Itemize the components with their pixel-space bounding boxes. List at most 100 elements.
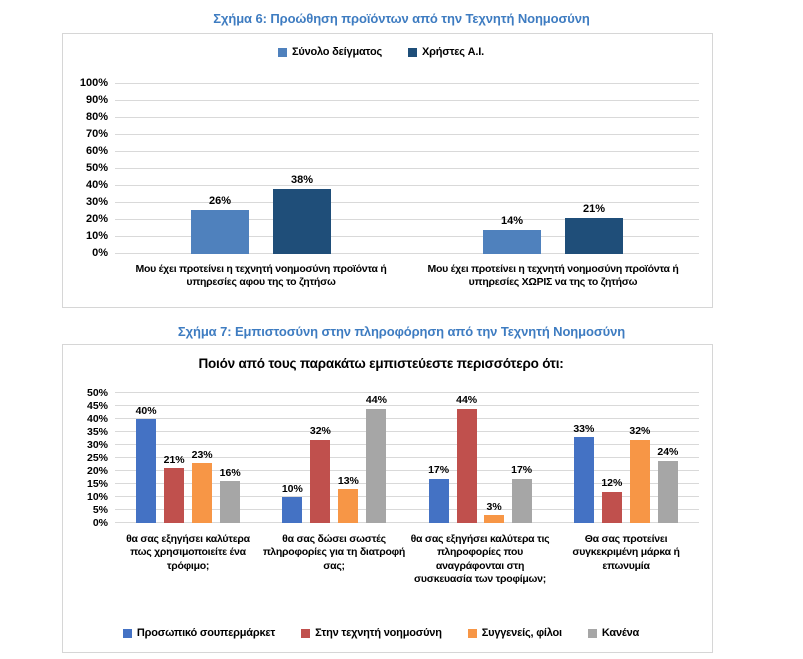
y-tick-label: 100%: [79, 77, 108, 89]
bar: [629, 439, 650, 523]
gridline: [115, 117, 699, 118]
bar-group: 10% 32% 13% 44%: [282, 393, 387, 523]
bar-value-label: 17%: [511, 464, 533, 477]
y-tick-label: 25%: [86, 451, 108, 464]
bar: [484, 515, 505, 523]
figure7-panel: Ποιόν από τους παρακάτω εμπιστεύεστε περ…: [62, 344, 713, 653]
category-cell: Μου έχει προτείνει η τεχνητή νοημοσύνη π…: [407, 263, 699, 290]
bar: [483, 230, 541, 254]
legend-swatch: [407, 47, 417, 57]
bar: [338, 489, 359, 523]
gridline: [115, 483, 699, 484]
bar-value-label: 21%: [582, 203, 606, 216]
y-tick-label: 60%: [85, 145, 108, 157]
y-tick-label: 15%: [86, 477, 108, 490]
bar-value-label: 16%: [219, 466, 241, 479]
bar-value-label: 10%: [281, 482, 303, 495]
y-tick-label: 70%: [85, 128, 108, 140]
bar-column: 14%: [483, 84, 541, 254]
bar-value-label: 24%: [657, 446, 679, 459]
bar-column: 12%: [601, 393, 622, 523]
y-tick-label: 50%: [85, 162, 108, 174]
bar-column: 23%: [192, 393, 213, 523]
category-cell: θα σας δώσει σωστές πληροφορίες για τη δ…: [261, 533, 407, 587]
bar-column: 17%: [511, 393, 532, 523]
y-tick-label: 10%: [85, 230, 108, 242]
gridline: [115, 202, 699, 203]
legend-item: Σύνολο δείγματος: [277, 46, 382, 58]
bar-group: 33% 12% 32% 24%: [573, 393, 678, 523]
bar-groups: 40% 21% 23% 16% 10% 32% 13% 44% 17% 44% 3% 17% 33% 12…: [115, 393, 699, 523]
bar: [282, 497, 303, 523]
bar: [191, 209, 249, 254]
gridline: [115, 253, 699, 254]
y-tick-label: 30%: [86, 438, 108, 451]
category-label: θα σας εξηγήσει καλύτερα τις πληροφορίες…: [410, 533, 550, 586]
legend-item: Προσωπικό σουπερμάρκετ: [122, 627, 276, 639]
category-cell: Θα σας προτείνει συγκεκριμένη μάρκα ή επ…: [553, 533, 699, 587]
y-tick-label: 30%: [85, 196, 108, 208]
category-labels: Μου έχει προτείνει η τεχνητή νοημοσύνη π…: [115, 263, 699, 290]
bar: [310, 439, 331, 523]
category-cell: θα σας εξηγήσει καλύτερα πως χρησιμοποιε…: [115, 533, 261, 587]
gridline: [115, 457, 699, 458]
y-tick-label: 50%: [86, 386, 108, 399]
bar: [657, 460, 678, 523]
gridline: [115, 522, 699, 523]
y-tick-label: 40%: [85, 179, 108, 191]
legend-label: Συγγενείς, φίλοι: [481, 627, 562, 639]
bar-value-label: 12%: [601, 477, 623, 490]
bar-value-label: 21%: [163, 453, 185, 466]
bar: [366, 408, 387, 523]
plot-region: 26% 38% 14% 21%: [115, 83, 699, 254]
gridline: [115, 168, 699, 169]
bar: [220, 481, 241, 523]
gridline: [115, 405, 699, 406]
category-labels: θα σας εξηγήσει καλύτερα πως χρησιμοποιε…: [115, 533, 699, 587]
figure6-title: Σχήμα 6: Προώθηση προϊόντων από την Τεχν…: [213, 11, 590, 26]
bar-column: 32%: [310, 393, 331, 523]
bar-value-label: 32%: [309, 425, 331, 438]
gridline: [115, 134, 699, 135]
gridline: [115, 444, 699, 445]
bar-group: 14% 21%: [483, 84, 623, 254]
category-cell: Μου έχει προτείνει η τεχνητή νοημοσύνη π…: [115, 263, 407, 290]
figure7-title: Σχήμα 7: Εμπιστοσύνη στην πληροφόρηση απ…: [177, 324, 626, 339]
category-cell: θα σας εξηγήσει καλύτερα τις πληροφορίες…: [407, 533, 553, 587]
figure7-chart: 0% 5% 10% 15% 20% 25% 30% 35% 40% 45% 50% 40% 21% 23%…: [63, 371, 699, 587]
y-tick-label: 10%: [86, 490, 108, 503]
legend-label: Στην τεχνητή νοημοσύνη: [315, 627, 442, 639]
category-label: Μου έχει προτείνει η τεχνητή νοημοσύνη π…: [427, 263, 679, 289]
gridline: [115, 496, 699, 497]
bar-value-label: 32%: [629, 425, 651, 438]
bar-column: 10%: [282, 393, 303, 523]
chart-plot-area: 0% 5% 10% 15% 20% 25% 30% 35% 40% 45% 50% 40% 21% 23%…: [63, 387, 699, 528]
chart-plot-area: 0% 10% 20% 30% 40% 50% 60% 70% 80% 90% 100% 26% 38% 1…: [63, 78, 699, 259]
bar-group: 26% 38%: [191, 84, 331, 254]
figure7-subtitle: Ποιόν από τους παρακάτω εμπιστεύεστε περ…: [198, 356, 564, 371]
y-tick-label: 5%: [92, 503, 108, 516]
y-tick-label: 20%: [85, 213, 108, 225]
figure6-chart: 0% 10% 20% 30% 40% 50% 60% 70% 80% 90% 100% 26% 38% 1…: [63, 58, 699, 290]
y-tick-label: 90%: [85, 94, 108, 106]
legend-swatch: [122, 628, 132, 638]
legend-label: Χρήστες A.I.: [421, 46, 484, 58]
bar: [573, 437, 594, 523]
bar: [565, 218, 623, 254]
plot-region: 40% 21% 23% 16% 10% 32% 13% 44% 17% 44% 3% 17% 33% 12…: [115, 392, 699, 523]
y-tick-label: 0%: [92, 247, 108, 259]
bar-column: 26%: [191, 84, 249, 254]
gridline: [115, 219, 699, 220]
y-tick-label: 0%: [92, 516, 108, 529]
legend-item: Στην τεχνητή νοημοσύνη: [301, 627, 442, 639]
legend-label: Προσωπικό σουπερμάρκετ: [136, 627, 276, 639]
gridline: [115, 83, 699, 84]
bar-value-label: 13%: [337, 474, 359, 487]
bar: [136, 419, 157, 523]
category-label: θα σας εξηγήσει καλύτερα πως χρησιμοποιε…: [126, 533, 250, 572]
bar-group: 40% 21% 23% 16%: [136, 393, 241, 523]
bar-value-label: 14%: [500, 215, 524, 228]
y-axis: 0% 5% 10% 15% 20% 25% 30% 35% 40% 45% 50%: [63, 387, 115, 527]
y-tick-label: 20%: [86, 464, 108, 477]
bar-value-label: 44%: [456, 394, 478, 407]
